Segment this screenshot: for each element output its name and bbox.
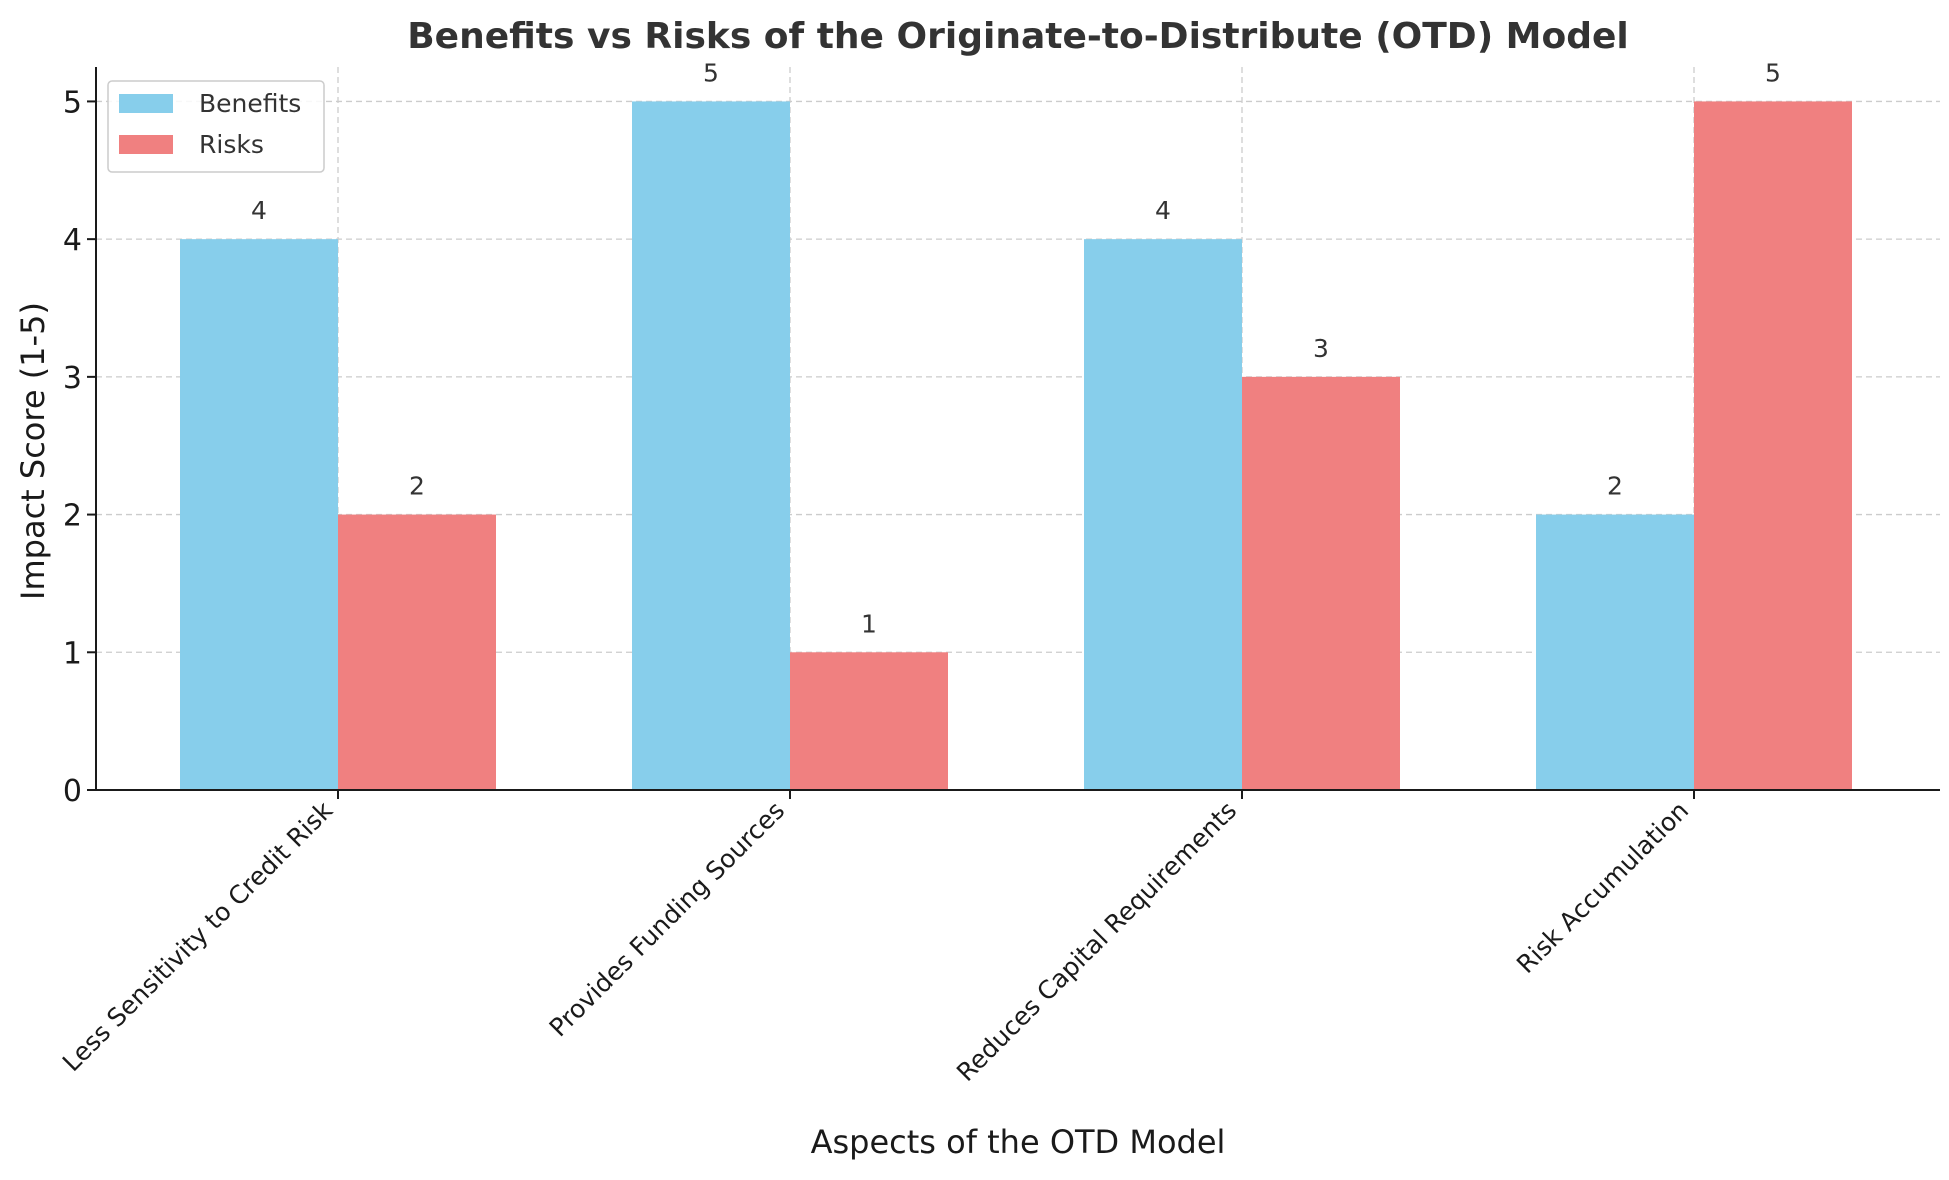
bar-benefits-1 <box>180 239 338 791</box>
bar-risks-4 <box>1694 101 1852 790</box>
axes <box>95 67 1940 791</box>
data-label: 4 <box>251 196 267 225</box>
x-tick-label: Less Sensitivity to Credit Risk <box>57 795 339 1077</box>
y-tick-label: 4 <box>63 223 82 258</box>
y-tick-label: 5 <box>63 85 82 120</box>
bar-benefits-2 <box>632 101 790 790</box>
bar-benefits-4 <box>1536 514 1694 790</box>
data-label: 2 <box>1607 472 1623 501</box>
bars <box>180 101 1852 791</box>
y-tick-label: 0 <box>63 774 82 809</box>
data-label: 4 <box>1155 196 1171 225</box>
y-tick-label: 3 <box>63 361 82 396</box>
bar-risks-2 <box>790 652 948 790</box>
x-ticks: Less Sensitivity to Credit Risk Provides … <box>57 790 1695 1087</box>
y-tick-label: 2 <box>63 499 82 534</box>
data-label: 5 <box>703 58 719 87</box>
data-label: 3 <box>1313 334 1329 363</box>
legend-swatch-benefits <box>119 94 173 113</box>
bar-benefits-3 <box>1084 239 1242 791</box>
data-label: 5 <box>1765 58 1781 87</box>
legend: Benefits Risks <box>107 80 325 173</box>
x-tick-label: Risk Accumulation <box>1511 796 1694 979</box>
bar-risks-1 <box>338 514 496 790</box>
chart-title: Benefits vs Risks of the Originate-to-Di… <box>407 16 1629 57</box>
x-tick-label: Reduces Capital Requirements <box>951 796 1242 1087</box>
x-axis-label: Aspects of the OTD Model <box>811 1123 1226 1161</box>
data-label: 1 <box>861 609 877 638</box>
y-tick-label: 1 <box>63 636 82 671</box>
y-axis-label: Impact Score (1-5) <box>14 302 52 600</box>
data-labels: 4 5 4 2 2 1 3 5 <box>251 58 1781 638</box>
legend-label-benefits: Benefits <box>199 89 301 118</box>
data-label: 2 <box>409 472 425 501</box>
legend-swatch-risks <box>119 135 173 154</box>
y-ticks: 0 1 2 3 4 5 <box>63 85 96 809</box>
legend-label-risks: Risks <box>199 130 264 159</box>
x-tick-label: Provides Funding Sources <box>544 796 791 1043</box>
bar-risks-3 <box>1242 376 1400 790</box>
